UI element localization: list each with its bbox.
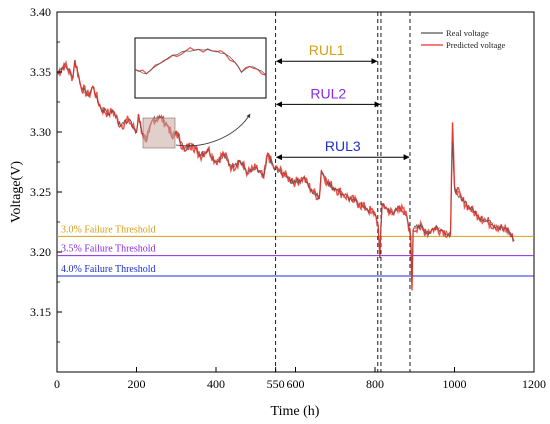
plot-area xyxy=(56,11,535,373)
x-tick-label-5: 800 xyxy=(366,377,384,391)
series-group xyxy=(57,59,515,291)
y-axis-label: Voltage(V) xyxy=(9,161,24,223)
x-tick-label-1: 200 xyxy=(128,377,146,391)
series-line-predicted-overlay xyxy=(57,59,515,291)
zoom-inset-series xyxy=(135,46,266,76)
threshold-label-2: 4.0% Failure Threshold xyxy=(61,264,156,275)
y-tick-label-5: 3.40 xyxy=(30,5,51,19)
y-tick-label-0: 3.15 xyxy=(30,305,51,319)
threshold-lines: 3.0% Failure Threshold 3.5% Failure Thres… xyxy=(57,224,534,277)
threshold-label-0: 3.0% Failure Threshold xyxy=(61,224,156,235)
y-tick-label-2: 3.25 xyxy=(30,185,51,199)
legend-label-real: Real voltage xyxy=(446,28,489,38)
x-tick-label-4: 600 xyxy=(287,377,305,391)
legend: Real voltage Predicted voltage xyxy=(421,28,505,50)
x-tick-label-6: 1000 xyxy=(443,377,467,391)
rul-label-2: RUL2 xyxy=(310,85,346,101)
zoom-region-box xyxy=(142,117,176,149)
inset-line-real xyxy=(135,49,266,76)
zoom-inset-frame xyxy=(134,37,267,99)
threshold-label-1: 3.5% Failure Threshold xyxy=(61,244,156,255)
rul-vertical-lines xyxy=(275,12,411,372)
axes: 0 200 400 550 600 800 1000 1200 3.15 3.20 3.25 3.30… xyxy=(30,5,546,391)
rul-annotations: RUL1 RUL2 RUL3 xyxy=(276,42,410,161)
zoom-connector-arrow xyxy=(175,113,251,147)
x-tick-label-7: 1200 xyxy=(522,377,546,391)
y-tick-label-1: 3.20 xyxy=(30,245,51,259)
x-tick-label-0: 0 xyxy=(54,377,60,391)
rul-label-3: RUL3 xyxy=(325,138,361,154)
legend-label-predicted: Predicted voltage xyxy=(446,40,505,50)
y-tick-label-3: 3.30 xyxy=(30,125,51,139)
series-line-predicted xyxy=(57,59,515,291)
y-tick-label-4: 3.35 xyxy=(30,65,51,79)
x-axis-label: Time (h) xyxy=(271,404,320,419)
inset-line-predicted xyxy=(135,46,266,76)
x-tick-label-3: 550 xyxy=(267,377,285,391)
x-tick-label-2: 400 xyxy=(207,377,225,391)
rul-label-1: RUL1 xyxy=(309,42,345,58)
